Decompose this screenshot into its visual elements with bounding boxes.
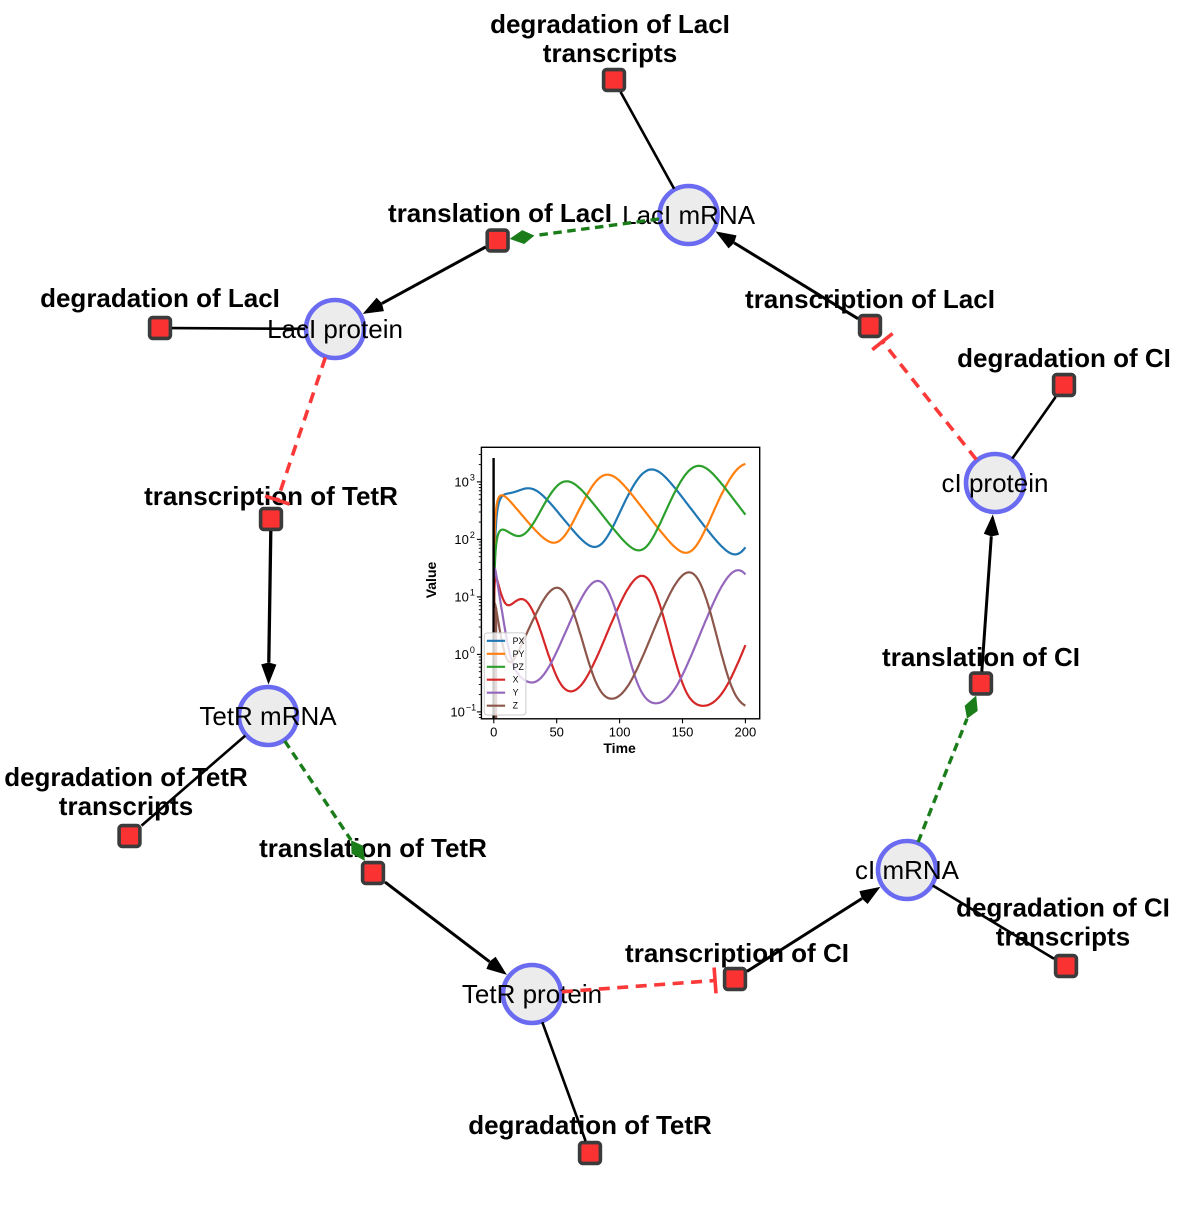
- svg-text:degradation of LacI: degradation of LacI: [40, 283, 280, 313]
- svg-text:0: 0: [470, 645, 475, 655]
- svg-text:100: 100: [609, 724, 631, 739]
- svg-text:degradation of LacI: degradation of LacI: [490, 9, 730, 39]
- svg-text:degradation of CI: degradation of CI: [956, 893, 1170, 923]
- svg-text:cI mRNA: cI mRNA: [855, 855, 960, 885]
- svg-text:degradation of CI: degradation of CI: [957, 343, 1171, 373]
- svg-text:10: 10: [454, 474, 468, 489]
- svg-text:TetR protein: TetR protein: [462, 979, 602, 1009]
- svg-text:10: 10: [450, 704, 464, 719]
- svg-text:transcription of CI: transcription of CI: [625, 938, 849, 968]
- svg-text:10: 10: [454, 532, 468, 547]
- svg-text:transcripts: transcripts: [59, 791, 193, 821]
- svg-text:3: 3: [470, 472, 475, 482]
- svg-text:transcription of TetR: transcription of TetR: [144, 481, 398, 511]
- svg-text:150: 150: [672, 724, 694, 739]
- svg-text:translation of TetR: translation of TetR: [259, 833, 487, 863]
- svg-text:cI protein: cI protein: [942, 468, 1049, 498]
- svg-text:PY: PY: [513, 649, 525, 659]
- svg-text:50: 50: [549, 724, 563, 739]
- svg-text:Value: Value: [423, 562, 439, 599]
- svg-text:2: 2: [470, 530, 475, 540]
- svg-text:Y: Y: [513, 688, 519, 698]
- svg-text:degradation of TetR: degradation of TetR: [468, 1110, 712, 1140]
- svg-text:10: 10: [454, 647, 468, 662]
- svg-text:200: 200: [735, 724, 757, 739]
- svg-text:1: 1: [470, 587, 475, 597]
- svg-text:10: 10: [454, 589, 468, 604]
- svg-text:−1: −1: [466, 702, 476, 712]
- svg-text:LacI mRNA: LacI mRNA: [622, 200, 756, 230]
- svg-text:PX: PX: [513, 636, 525, 646]
- svg-text:translation of LacI: translation of LacI: [388, 198, 612, 228]
- svg-text:Z: Z: [513, 701, 519, 711]
- svg-text:0: 0: [490, 724, 497, 739]
- svg-text:TetR mRNA: TetR mRNA: [199, 701, 337, 731]
- svg-text:transcripts: transcripts: [543, 38, 677, 68]
- svg-text:transcription of LacI: transcription of LacI: [745, 284, 995, 314]
- svg-text:Time: Time: [603, 740, 636, 756]
- svg-text:PZ: PZ: [513, 662, 525, 672]
- svg-text:X: X: [513, 675, 519, 685]
